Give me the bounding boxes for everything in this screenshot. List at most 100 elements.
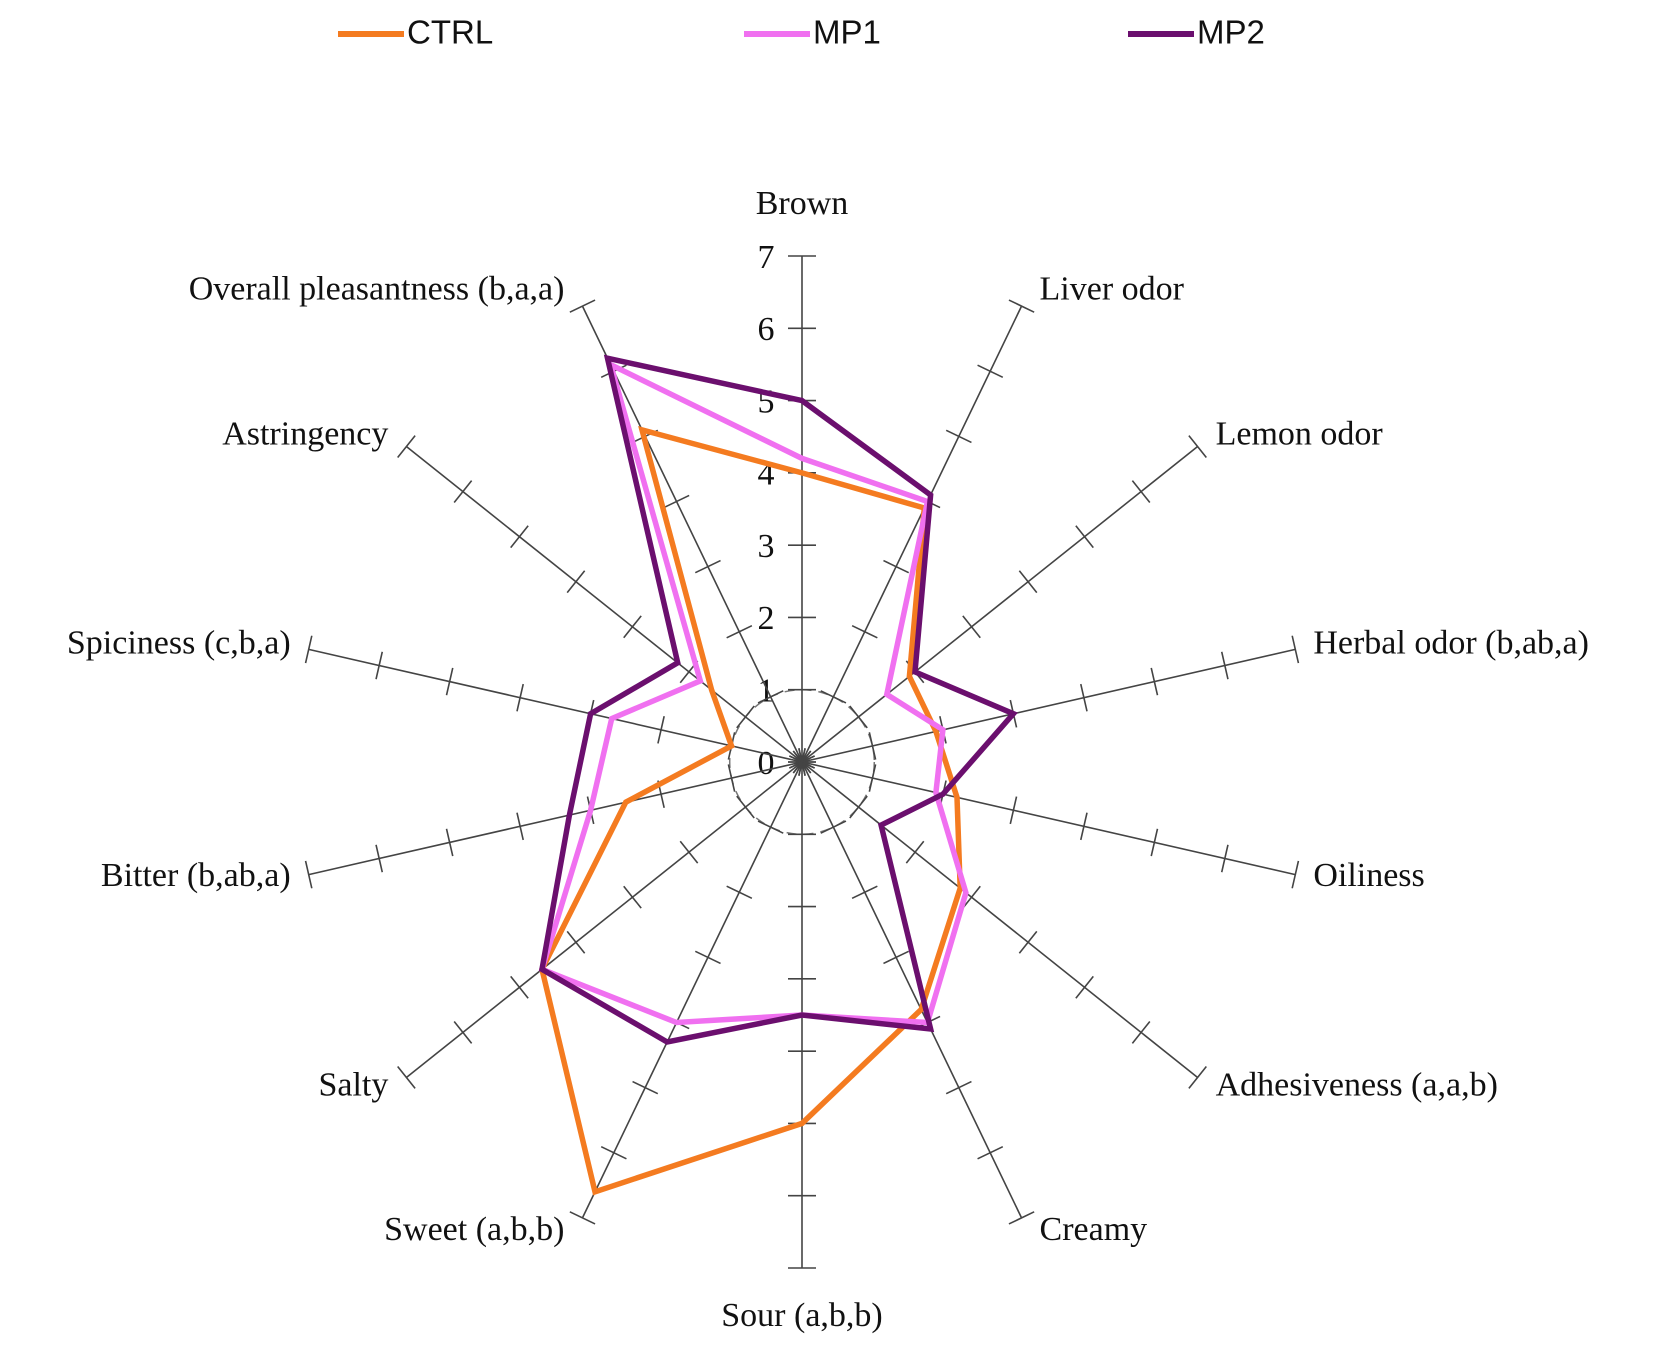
tick-mark bbox=[453, 480, 473, 504]
r-tick-label: 6 bbox=[758, 311, 775, 348]
r-tick-label: 2 bbox=[758, 600, 775, 637]
axis-line bbox=[801, 761, 1199, 1079]
tick-mark bbox=[977, 364, 1004, 379]
legend-label: CTRL bbox=[407, 14, 493, 51]
axis-line bbox=[801, 305, 1023, 763]
category-label: Herbal odor (b,ab,a) bbox=[1313, 625, 1589, 662]
r-tick-label: 7 bbox=[758, 239, 775, 276]
axis-line bbox=[308, 761, 803, 876]
tick-mark bbox=[375, 844, 384, 873]
tick-mark bbox=[663, 494, 690, 509]
tick-mark bbox=[569, 299, 596, 313]
tick-mark bbox=[736, 705, 755, 729]
category-label: Astringency bbox=[222, 415, 388, 452]
tick-mark bbox=[1008, 1211, 1035, 1225]
category-label: Brown bbox=[756, 185, 849, 222]
tick-mark bbox=[397, 435, 416, 458]
tick-mark bbox=[849, 795, 868, 819]
axis-line bbox=[801, 648, 1296, 763]
tick-mark bbox=[977, 1145, 1004, 1160]
tick-mark bbox=[397, 1066, 416, 1089]
tick-mark bbox=[1150, 667, 1159, 696]
tick-mark bbox=[1079, 683, 1088, 712]
tick-mark bbox=[445, 667, 454, 696]
tick-mark bbox=[510, 975, 529, 999]
axis-line bbox=[581, 305, 803, 763]
tick-mark bbox=[1291, 860, 1300, 889]
tick-mark bbox=[694, 950, 721, 965]
tick-mark bbox=[726, 885, 753, 900]
tick-mark bbox=[1075, 975, 1094, 999]
tick-mark bbox=[694, 559, 721, 574]
tick-mark bbox=[1291, 635, 1300, 664]
legend-label: MP2 bbox=[1197, 14, 1265, 51]
series-line bbox=[538, 354, 1018, 1045]
tick-mark bbox=[679, 840, 699, 864]
tick-mark bbox=[789, 755, 815, 769]
axis-line bbox=[581, 761, 803, 1219]
axis-line bbox=[405, 445, 803, 763]
r-tick-label: 0 bbox=[758, 745, 775, 782]
tick-mark bbox=[727, 764, 736, 792]
axis-line bbox=[801, 761, 1296, 876]
tick-mark bbox=[1009, 796, 1018, 825]
tick-mark bbox=[849, 705, 868, 729]
tick-mark bbox=[510, 525, 529, 549]
tick-mark bbox=[1018, 570, 1038, 594]
axis-line bbox=[801, 445, 1199, 763]
tick-mark bbox=[516, 812, 525, 841]
tick-mark bbox=[962, 885, 981, 909]
tick-mark bbox=[453, 1020, 473, 1044]
tick-mark bbox=[1188, 1066, 1207, 1089]
category-label: Sour (a,b,b) bbox=[721, 1297, 882, 1334]
tick-mark bbox=[883, 950, 910, 965]
tick-mark bbox=[868, 764, 877, 792]
legend-label: MP1 bbox=[813, 14, 881, 51]
category-label: Adhesiveness (a,a,b) bbox=[1216, 1066, 1498, 1103]
tick-mark bbox=[736, 795, 755, 819]
tick-mark bbox=[632, 1080, 659, 1095]
axis-line bbox=[405, 761, 803, 1079]
tick-mark bbox=[905, 840, 925, 864]
tick-mark bbox=[820, 820, 847, 834]
category-label: Bitter (b,ab,a) bbox=[101, 857, 291, 894]
category-label: Sweet (a,b,b) bbox=[384, 1211, 564, 1248]
tick-mark bbox=[304, 860, 313, 889]
tick-mark bbox=[868, 732, 877, 760]
category-label: Salty bbox=[318, 1066, 388, 1103]
tick-mark bbox=[851, 624, 878, 639]
category-label: Creamy bbox=[1040, 1211, 1148, 1248]
axis-line bbox=[308, 648, 803, 763]
series-line bbox=[539, 426, 963, 1196]
tick-mark bbox=[820, 690, 847, 704]
r-tick-label: 3 bbox=[758, 528, 775, 565]
tick-mark bbox=[304, 635, 313, 664]
tick-mark bbox=[757, 690, 784, 704]
tick-mark bbox=[1220, 651, 1229, 680]
tick-mark bbox=[962, 615, 981, 639]
tick-mark bbox=[566, 570, 586, 594]
tick-mark bbox=[1131, 480, 1151, 504]
tick-mark bbox=[945, 1080, 972, 1095]
category-label: Liver odor bbox=[1040, 270, 1185, 307]
tick-mark bbox=[623, 885, 642, 909]
tick-mark bbox=[375, 651, 384, 680]
tick-mark bbox=[726, 624, 753, 639]
tick-mark bbox=[600, 1145, 627, 1160]
tick-mark bbox=[945, 429, 972, 444]
tick-mark bbox=[569, 1211, 596, 1225]
tick-mark bbox=[1150, 828, 1159, 857]
tick-mark bbox=[623, 615, 642, 639]
tick-mark bbox=[566, 930, 586, 954]
tick-mark bbox=[1075, 525, 1094, 549]
tick-mark bbox=[1079, 812, 1088, 841]
category-label: Overall pleasantness (b,a,a) bbox=[189, 270, 565, 307]
tick-mark bbox=[1018, 930, 1038, 954]
tick-mark bbox=[1188, 435, 1207, 458]
r-tick-label: 1 bbox=[758, 673, 775, 710]
tick-mark bbox=[516, 683, 525, 712]
tick-mark bbox=[1131, 1020, 1151, 1044]
tick-mark bbox=[851, 885, 878, 900]
